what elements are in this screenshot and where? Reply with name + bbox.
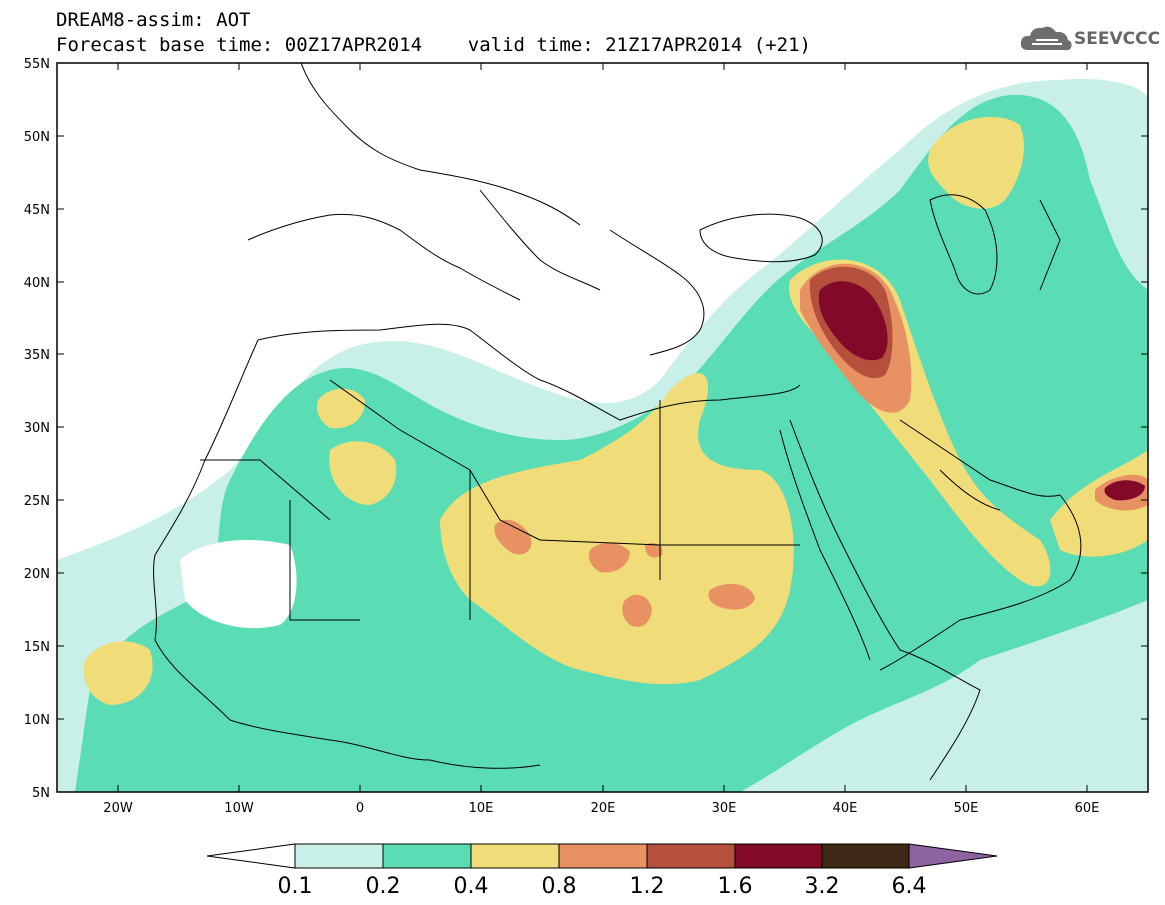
lat-label-30n: 30N [24,421,50,436]
colorbar-swatch-3 [558,843,648,869]
lon-label-20e: 20E [591,801,616,816]
lat-label-25n: 25N [24,494,50,509]
lon-label-20w: 20W [103,801,133,816]
lon-axis: 20W 10W 0 10E 20E 30E 40E 50E 60E [103,63,1099,816]
colorbar-swatch-1 [382,843,472,869]
contour-0.8-sahel-1 [494,519,532,555]
colorbar-label-6: 3.2 [805,874,840,899]
colorbar-swatch-5 [734,843,823,869]
lat-label-15n: 15N [24,640,50,655]
colorbar-high-arrow [908,843,998,869]
lat-label-35n: 35N [24,348,50,363]
contour-1.6-iraq [818,281,888,361]
contour-0.4-algeria [316,388,365,429]
contour-clear-sahara [180,540,297,629]
contour-0.8-sahel-2 [588,542,630,573]
contour-0.8-sudan-1 [622,594,652,627]
colorbar-swatch-2 [470,843,560,869]
logo-text: SEEVCCC [1074,29,1161,49]
colorbar-swatch-0 [294,843,384,869]
cloud-icon [1020,26,1072,51]
lat-label-55n: 55N [24,57,50,72]
contour-0.8-chad [645,543,663,558]
lat-label-40n: 40N [24,276,50,291]
colorbar-label-3: 0.8 [542,874,577,899]
lon-label-30e: 30E [712,801,737,816]
colorbar-swatch-4 [646,843,736,869]
colorbar-low-arrow [206,843,296,869]
contour-0.4-mauritania [329,441,397,505]
contour-0.4-sahara [440,373,794,685]
map-subtitle: Forecast base time: 00Z17APR2014 valid t… [56,34,811,56]
colorbar-label-4: 1.2 [630,874,665,899]
lat-label-50n: 50N [24,130,50,145]
lat-axis: 55N 50N 45N 40N 35N 30N 25N 20N 15N 10N … [24,57,1148,801]
seevccc-logo: SEEVCCC [1018,22,1161,56]
lon-label-10w: 10W [224,801,254,816]
colorbar-swatch-6 [821,843,910,869]
contour-0.8-sudan-2 [708,583,755,610]
lon-label-50e: 50E [954,801,979,816]
contour-1.6-oman [1104,480,1145,501]
colorbar-label-1: 0.2 [366,874,401,899]
lat-label-20n: 20N [24,567,50,582]
colorbar-label-2: 0.4 [454,874,489,899]
colorbar-label-7: 6.4 [892,874,927,899]
contour-0.4-west-africa [83,641,153,705]
lon-label-60e: 60E [1075,801,1100,816]
colorbar-label-0: 0.1 [278,874,313,899]
map-title: DREAM8-assim: AOT [56,9,251,31]
lon-label-0: 0 [356,801,364,816]
aot-contours [57,63,1148,792]
lat-label-45n: 45N [24,203,50,218]
lat-label-10n: 10N [24,713,50,728]
colorbar-label-5: 1.6 [718,874,753,899]
lon-label-40e: 40E [833,801,858,816]
coastlines [153,63,1082,781]
contour-0.4-caspian-north [928,117,1025,209]
colorbar: 0.1 0.2 0.4 0.8 1.2 1.6 3.2 6.4 [206,843,998,899]
lon-label-10e: 10E [469,801,494,816]
lat-label-5n: 5N [32,786,50,801]
